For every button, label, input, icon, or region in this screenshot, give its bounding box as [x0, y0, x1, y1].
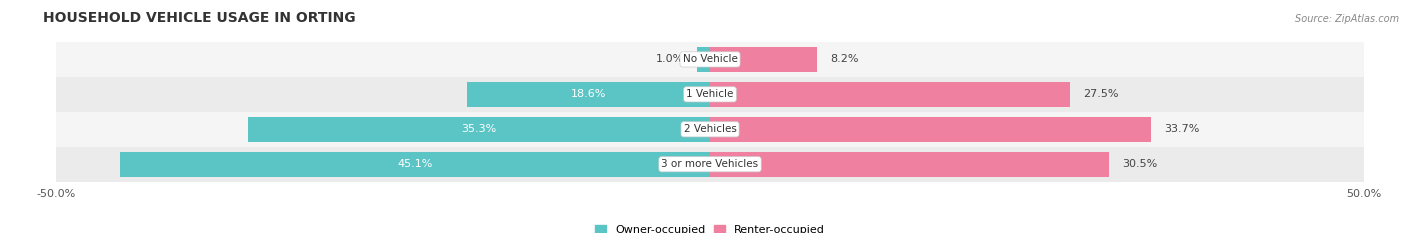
Text: 30.5%: 30.5%	[1122, 159, 1157, 169]
Text: Source: ZipAtlas.com: Source: ZipAtlas.com	[1295, 14, 1399, 24]
Bar	[710, 117, 1150, 142]
Bar	[710, 152, 1109, 177]
Bar	[56, 77, 1364, 112]
Text: 1 Vehicle: 1 Vehicle	[686, 89, 734, 99]
Legend: Owner-occupied, Renter-occupied: Owner-occupied, Renter-occupied	[595, 225, 825, 233]
Text: 8.2%: 8.2%	[831, 55, 859, 64]
Text: 33.7%: 33.7%	[1164, 124, 1199, 134]
Text: 35.3%: 35.3%	[461, 124, 496, 134]
Bar	[56, 42, 1364, 77]
Bar	[56, 147, 1364, 182]
Text: No Vehicle: No Vehicle	[682, 55, 738, 64]
Text: 18.6%: 18.6%	[571, 89, 606, 99]
Text: 2 Vehicles: 2 Vehicles	[683, 124, 737, 134]
Bar	[56, 112, 1364, 147]
Text: HOUSEHOLD VEHICLE USAGE IN ORTING: HOUSEHOLD VEHICLE USAGE IN ORTING	[44, 11, 356, 25]
Text: 27.5%: 27.5%	[1083, 89, 1118, 99]
Text: 1.0%: 1.0%	[655, 55, 683, 64]
Bar	[467, 82, 710, 107]
Bar	[697, 47, 710, 72]
Text: 3 or more Vehicles: 3 or more Vehicles	[661, 159, 759, 169]
Bar	[710, 82, 1070, 107]
Bar	[121, 152, 710, 177]
Bar	[710, 47, 817, 72]
Text: 45.1%: 45.1%	[398, 159, 433, 169]
Bar	[249, 117, 710, 142]
